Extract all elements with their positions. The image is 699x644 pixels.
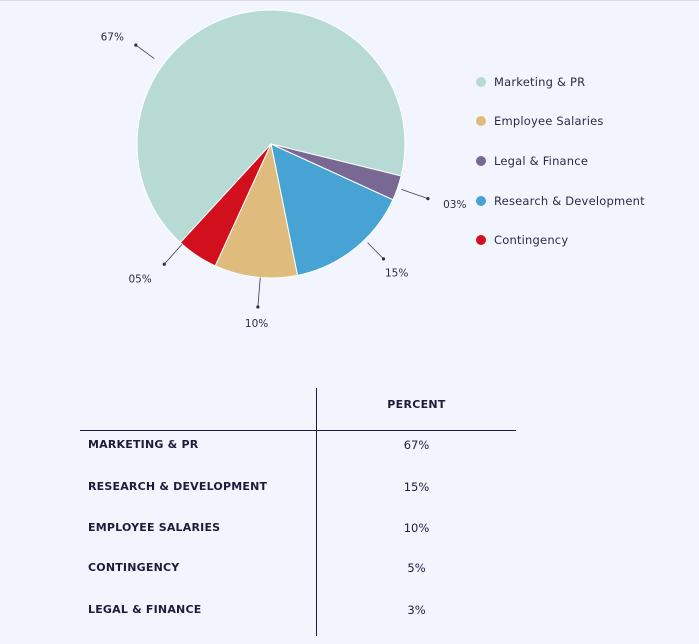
row-value: 10% bbox=[403, 521, 430, 535]
pie-leader-line bbox=[135, 44, 155, 59]
pie-slice bbox=[136, 9, 406, 244]
top-divider bbox=[0, 0, 699, 1]
pie-data-label: 10% bbox=[245, 318, 268, 330]
pie-slice bbox=[270, 143, 394, 276]
legend-label: Marketing & PR bbox=[494, 74, 586, 89]
row-name: RESEARCH & DEVELOPMENT bbox=[88, 480, 268, 493]
legend-item: Employee Salaries bbox=[476, 102, 645, 142]
legend-swatch bbox=[476, 116, 486, 127]
pie-chart: 67% 03% 15% 10% 05% bbox=[101, 9, 466, 330]
table-column-divider bbox=[316, 388, 317, 636]
chart-legend: Marketing & PR Employee Salaries Legal &… bbox=[476, 62, 645, 260]
pie-data-label: 67% bbox=[101, 31, 124, 43]
legend-label: Legal & Finance bbox=[494, 153, 589, 168]
legend-swatch bbox=[476, 76, 486, 87]
table-row: LEGAL & FINANCE 3% bbox=[80, 603, 516, 623]
row-value: 3% bbox=[407, 603, 426, 617]
legend-swatch bbox=[476, 195, 486, 206]
pie-leader-line bbox=[367, 242, 384, 260]
percent-table: PERCENT MARKETING & PR 67% RESEARCH & DE… bbox=[80, 388, 516, 636]
legend-label: Employee Salaries bbox=[494, 114, 604, 129]
row-name: MARKETING & PR bbox=[88, 438, 199, 451]
row-value: 5% bbox=[407, 561, 426, 575]
pie-slice bbox=[179, 143, 272, 267]
legend-item: Contingency bbox=[476, 220, 645, 260]
legend-swatch bbox=[476, 235, 486, 246]
table-header-percent: PERCENT bbox=[387, 398, 446, 411]
pie-leader-line bbox=[401, 189, 429, 200]
legend-item: Marketing & PR bbox=[476, 62, 645, 102]
pie-leader-dot bbox=[256, 305, 260, 309]
row-name: LEGAL & FINANCE bbox=[88, 603, 202, 616]
pie-data-label: 05% bbox=[128, 273, 151, 285]
legend-swatch bbox=[476, 155, 486, 166]
row-name: CONTINGENCY bbox=[88, 561, 180, 574]
table-header-divider bbox=[80, 430, 516, 431]
pie-leader-dot bbox=[426, 197, 430, 201]
pie-leader-dot bbox=[162, 262, 166, 266]
legend-label: Contingency bbox=[494, 233, 569, 248]
pie-leader-line bbox=[163, 243, 183, 265]
legend-item: Research & Development bbox=[476, 181, 645, 221]
row-name: EMPLOYEE SALARIES bbox=[88, 521, 221, 534]
pie-leader-line bbox=[257, 277, 261, 307]
pie-leader-dot bbox=[381, 257, 386, 261]
table-row: RESEARCH & DEVELOPMENT 15% bbox=[80, 480, 516, 500]
pie-slice bbox=[214, 142, 299, 279]
row-value: 67% bbox=[403, 438, 430, 452]
table-row: CONTINGENCY 5% bbox=[80, 561, 516, 581]
legend-label: Research & Development bbox=[494, 193, 645, 208]
table-row: MARKETING & PR 67% bbox=[80, 438, 516, 458]
pie-leader-dot bbox=[134, 43, 138, 47]
pie-data-label: 03% bbox=[443, 199, 466, 211]
row-value: 15% bbox=[403, 480, 430, 494]
legend-item: Legal & Finance bbox=[476, 141, 645, 181]
table-row: EMPLOYEE SALARIES 10% bbox=[80, 521, 516, 541]
pie-data-label: 15% bbox=[385, 267, 408, 279]
